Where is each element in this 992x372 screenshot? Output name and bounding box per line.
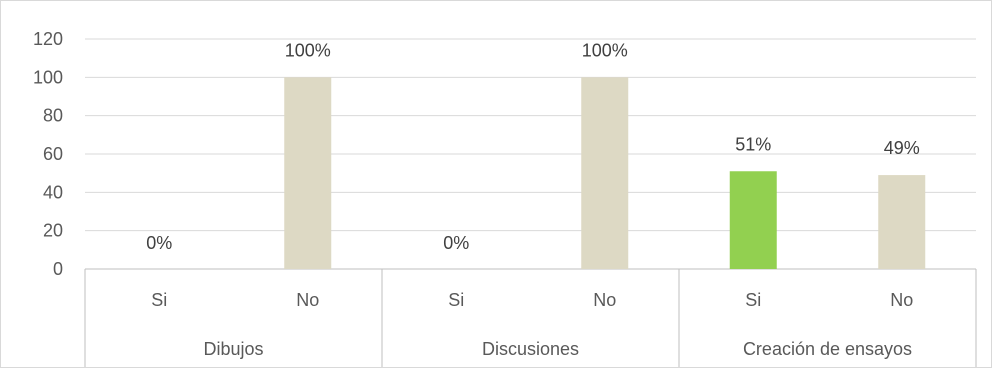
x-tick-label: Si [448, 290, 464, 310]
data-label: 0% [443, 233, 469, 253]
y-tick-label: 80 [43, 106, 63, 126]
y-tick-label: 100 [33, 67, 63, 87]
group-label: Creación de ensayos [743, 339, 912, 359]
x-tick-label: Si [745, 290, 761, 310]
x-tick-label: No [296, 290, 319, 310]
bar-no [878, 175, 925, 269]
y-tick-label: 40 [43, 182, 63, 202]
y-tick-label: 60 [43, 144, 63, 164]
y-tick-label: 20 [43, 221, 63, 241]
data-label: 51% [735, 134, 771, 154]
y-tick-label: 0 [53, 259, 63, 279]
data-label: 49% [884, 138, 920, 158]
x-tick-label: Si [151, 290, 167, 310]
group-label: Dibujos [203, 339, 263, 359]
y-tick-label: 120 [33, 29, 63, 49]
bar-si [730, 171, 777, 269]
data-label: 100% [285, 40, 331, 60]
data-label: 0% [146, 233, 172, 253]
x-tick-label: No [593, 290, 616, 310]
group-label: Discusiones [482, 339, 579, 359]
bar-no [581, 77, 628, 269]
bar-no [284, 77, 331, 269]
data-label: 100% [582, 40, 628, 60]
x-tick-label: No [890, 290, 913, 310]
